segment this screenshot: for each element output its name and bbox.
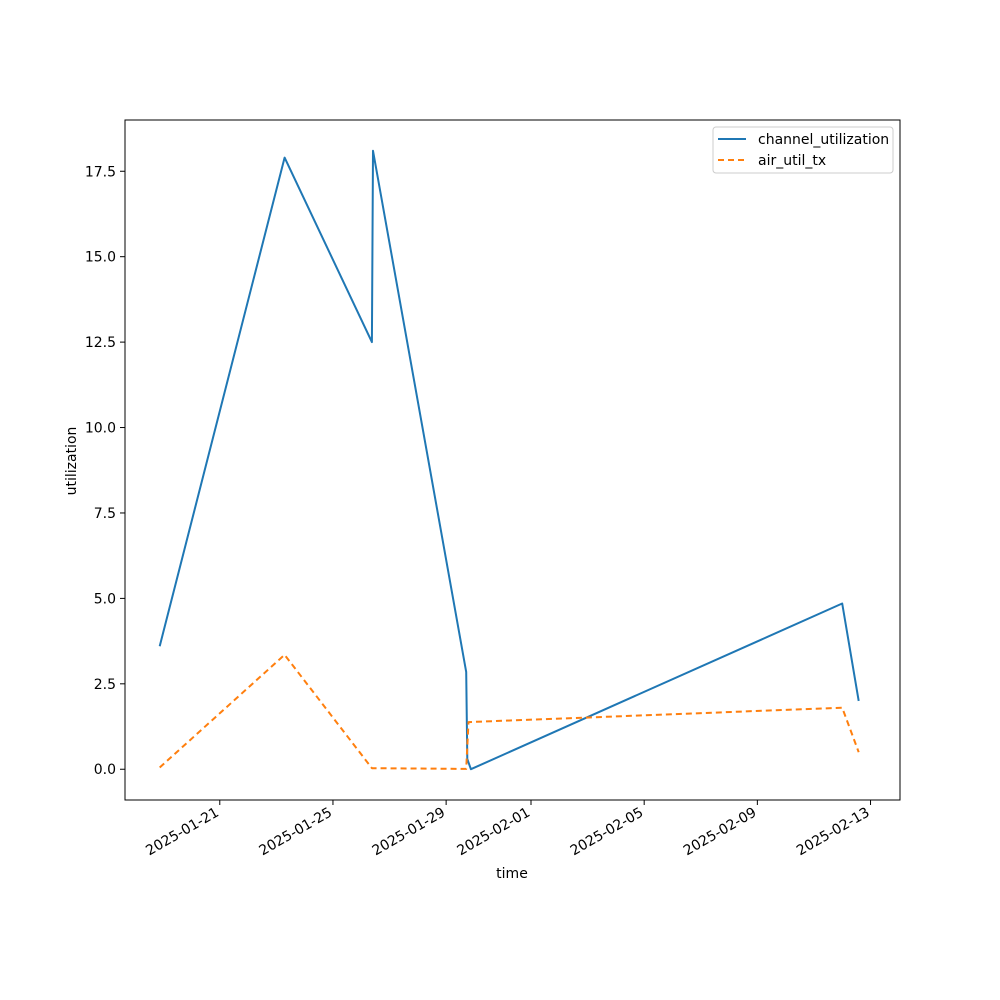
y-axis-label: utilization (64, 427, 80, 496)
y-tick-label: 17.5 (85, 164, 116, 180)
legend-box (712, 126, 894, 174)
legend-label-channel-utilization: channel_utilization (758, 132, 889, 148)
series-line-channel-utilization (158, 149, 860, 771)
legend-label-air-util-tx: air_util_tx (758, 153, 826, 169)
y-tick-label: 10.0 (85, 421, 116, 437)
plot-frame (124, 119, 901, 801)
y-tick-label: 12.5 (85, 335, 116, 351)
series-line-air-util-tx (159, 653, 860, 770)
y-tick-label: 2.5 (94, 677, 116, 693)
y-tick-label: 5.0 (94, 591, 116, 607)
y-tick-label: 0.0 (94, 762, 116, 778)
x-axis-label: time (496, 866, 528, 882)
y-axis: 0.0 2.5 5.0 7.5 10.0 12.5 15.0 17.5 (85, 164, 125, 778)
legend: channel_utilization air_util_tx (712, 126, 894, 174)
y-tick-label: 7.5 (94, 506, 116, 522)
series-layer (158, 149, 860, 771)
plot-area (125, 120, 900, 800)
y-tick-label: 15.0 (85, 250, 116, 266)
